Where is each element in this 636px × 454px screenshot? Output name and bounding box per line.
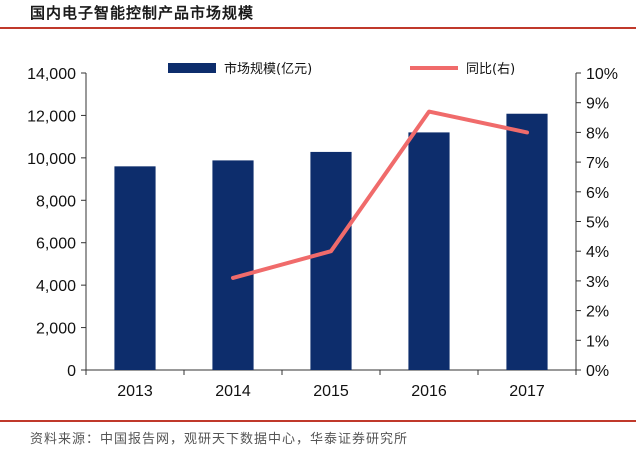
y-left-tick-label: 2,000: [36, 321, 76, 338]
y-left-tick-label: 0: [67, 363, 76, 380]
source-note: 资料来源：中国报告网，观研天下数据中心，华泰证券研究所: [30, 432, 409, 447]
legend-label-line: 同比(右): [466, 62, 515, 77]
y-right-tick-label: 1%: [586, 333, 609, 350]
bar: [408, 132, 450, 370]
legend-swatch-bar: [168, 63, 216, 73]
y-right-tick-label: 4%: [586, 244, 609, 261]
y-right-tick-label: 8%: [586, 125, 609, 142]
bar: [114, 166, 156, 370]
y-left-tick-label: 14,000: [27, 66, 76, 83]
legend-label-bar: 市场规模(亿元): [224, 61, 312, 77]
y-right-tick-label: 2%: [586, 304, 609, 321]
y-right-tick-label: 10%: [586, 66, 618, 83]
bar: [310, 151, 352, 370]
source-divider: [0, 420, 636, 422]
x-tick-label: 2017: [509, 383, 545, 400]
title-underline: [0, 27, 636, 29]
chart-title: 国内电子智能控制产品市场规模: [30, 4, 255, 22]
series-line: [231, 109, 529, 280]
x-tick-label: 2014: [215, 383, 251, 400]
bar: [212, 160, 254, 370]
y-right-tick-label: 3%: [586, 274, 609, 291]
y-left-tick-label: 4,000: [36, 278, 76, 295]
bar: [506, 113, 548, 370]
x-tick-label: 2013: [117, 383, 153, 400]
y-right-tick-label: 6%: [586, 185, 609, 202]
y-left-tick-label: 12,000: [27, 108, 76, 125]
y-right-tick-label: 7%: [586, 155, 609, 172]
y-left-tick-label: 8,000: [36, 193, 76, 210]
x-tick-label: 2016: [411, 383, 447, 400]
y-right-tick-label: 9%: [586, 96, 609, 113]
y-left-tick-label: 6,000: [36, 236, 76, 253]
y-right-tick-label: 0%: [586, 363, 609, 380]
x-tick-label: 2015: [313, 383, 349, 400]
y-right-tick-label: 5%: [586, 215, 609, 232]
y-left-tick-label: 10,000: [27, 151, 76, 168]
